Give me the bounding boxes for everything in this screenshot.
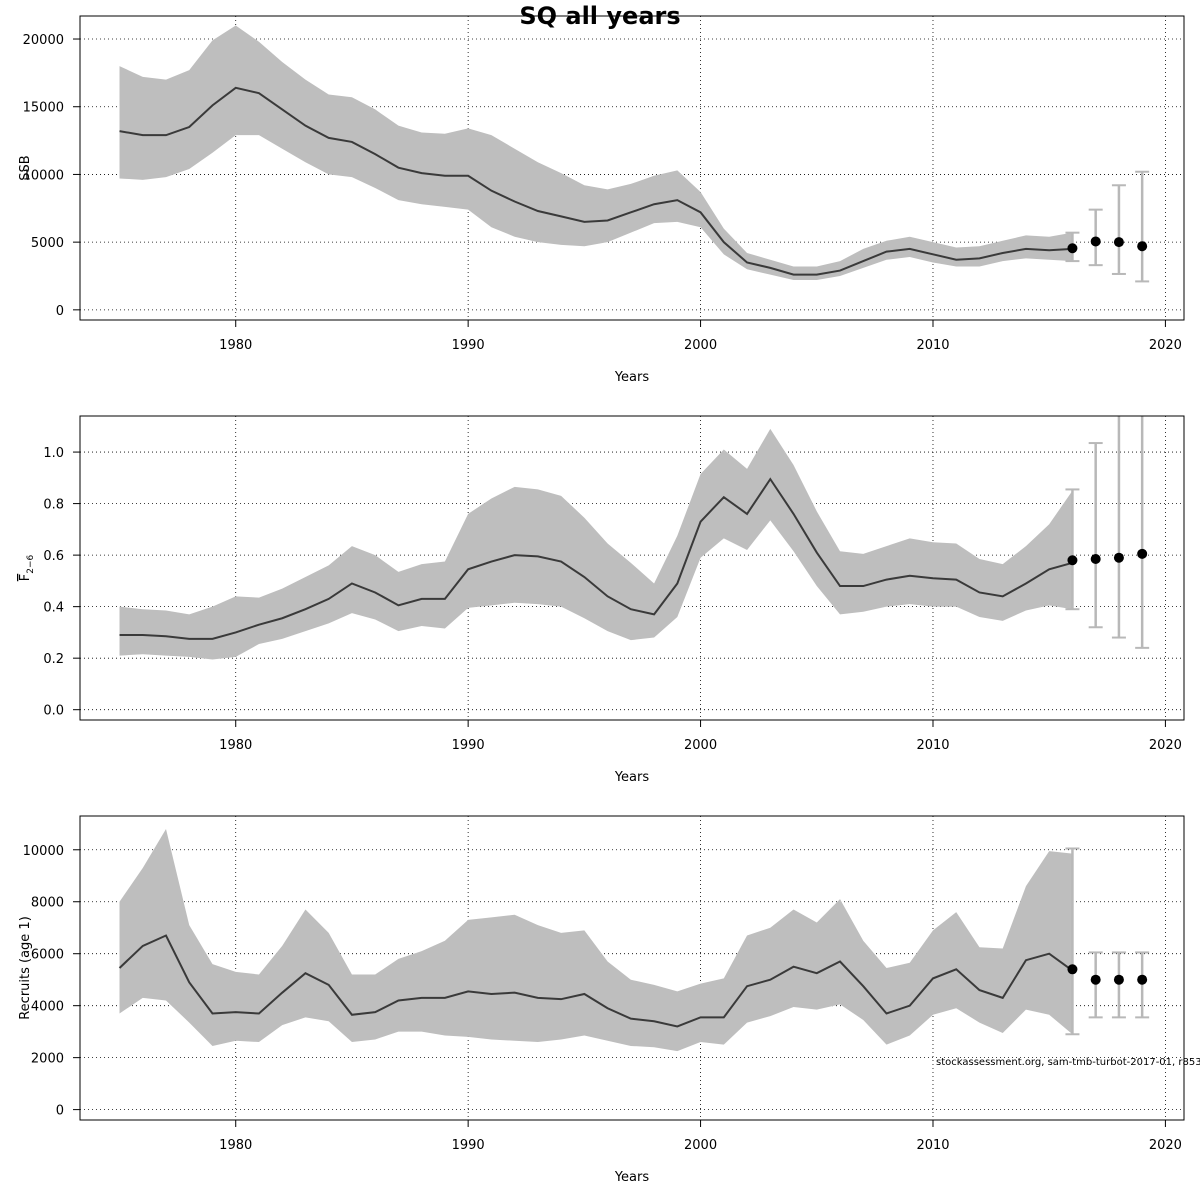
x-tick-label: 2020 <box>1149 1138 1182 1153</box>
y-axis-title: SSB <box>18 155 33 180</box>
ssb-panel: 1980 1990 2000 2010 2020 0 5000 10000 15000 20000… <box>18 15 1185 385</box>
plot-frame <box>79 15 1185 321</box>
y-tick-label: 0 <box>56 304 64 319</box>
y-tick-label: 4000 <box>31 1000 64 1015</box>
x-tick-label: 1980 <box>219 1138 252 1153</box>
x-tick-label: 1990 <box>452 1138 485 1153</box>
x-tick-label: 2010 <box>916 1138 949 1153</box>
y-tick-label: 0.0 <box>43 704 64 719</box>
x-tick-label: 2020 <box>1149 338 1182 353</box>
figure-title: SQ all years <box>519 2 680 30</box>
y-axis-title-subscript: 2−6 <box>26 554 36 573</box>
confidence-band <box>119 828 1073 1052</box>
x-tick-label: 2000 <box>684 338 717 353</box>
x-tick-label: 2010 <box>916 338 949 353</box>
y-tick-label: 0.6 <box>43 549 64 564</box>
forecast-point <box>1137 974 1148 985</box>
y-tick-label: 0.2 <box>43 652 64 667</box>
x-axis-title: Years <box>614 1170 650 1185</box>
y-tick-label: 15000 <box>23 101 64 116</box>
y-axis-title-main: F <box>18 574 33 581</box>
x-axis-title: Years <box>614 370 650 385</box>
plot-frame <box>79 415 1185 721</box>
estimate-line <box>119 86 1073 276</box>
y-axis-title: F2−6 <box>18 554 36 581</box>
x-tick-label: 1980 <box>219 338 252 353</box>
forecast-point <box>1113 974 1124 985</box>
estimate-line <box>118 934 1074 1028</box>
y-tick-label: 6000 <box>31 948 64 963</box>
y-tick-label: 0 <box>56 1104 64 1119</box>
x-tick-label: 2020 <box>1149 738 1182 753</box>
y-tick-label: 20000 <box>23 33 64 48</box>
confidence-band <box>119 428 1073 660</box>
forecast-point <box>1067 555 1078 566</box>
y-tick-label: 0.8 <box>43 498 64 513</box>
confidence-band <box>119 25 1073 281</box>
y-tick-label: 10000 <box>23 844 64 859</box>
x-tick-label: 1990 <box>452 338 485 353</box>
forecast-point <box>1113 552 1124 563</box>
forecast-point <box>1090 553 1101 564</box>
fbar-panel: 1980 1990 2000 2010 2020 0.0 0.2 0.4 0.6 0.8 1.0 Ye… <box>18 415 1185 785</box>
forecast-point <box>1113 237 1124 248</box>
x-tick-label: 2000 <box>684 738 717 753</box>
y-axis-title: Recruits (age 1) <box>18 916 33 1020</box>
forecast-point <box>1067 964 1078 975</box>
x-tick-label: 1990 <box>452 738 485 753</box>
x-tick-label: 2000 <box>684 1138 717 1153</box>
y-tick-label: 10000 <box>23 168 64 183</box>
forecast-point <box>1137 548 1148 559</box>
forecast-point <box>1090 974 1101 985</box>
forecast-point <box>1137 241 1148 252</box>
recruits-panel: 1980 1990 2000 2010 2020 0 2000 4000 6000 8000 100… <box>18 815 1185 1185</box>
y-tick-label: 8000 <box>31 896 64 911</box>
x-axis-title: Years <box>614 770 650 785</box>
forecast-point <box>1090 236 1101 247</box>
plot-frame <box>79 815 1185 1121</box>
y-tick-label: 0.4 <box>43 601 64 616</box>
footnote: stockassessment.org, sam-tmb-turbot-2017… <box>936 1057 1200 1068</box>
estimate-line <box>119 477 1073 640</box>
x-tick-label: 1980 <box>219 738 252 753</box>
y-tick-label: 2000 <box>31 1052 64 1067</box>
x-tick-label: 2010 <box>916 738 949 753</box>
y-tick-label: 5000 <box>31 236 64 251</box>
y-tick-label: 1.0 <box>43 446 64 461</box>
forecast-point <box>1067 243 1078 254</box>
